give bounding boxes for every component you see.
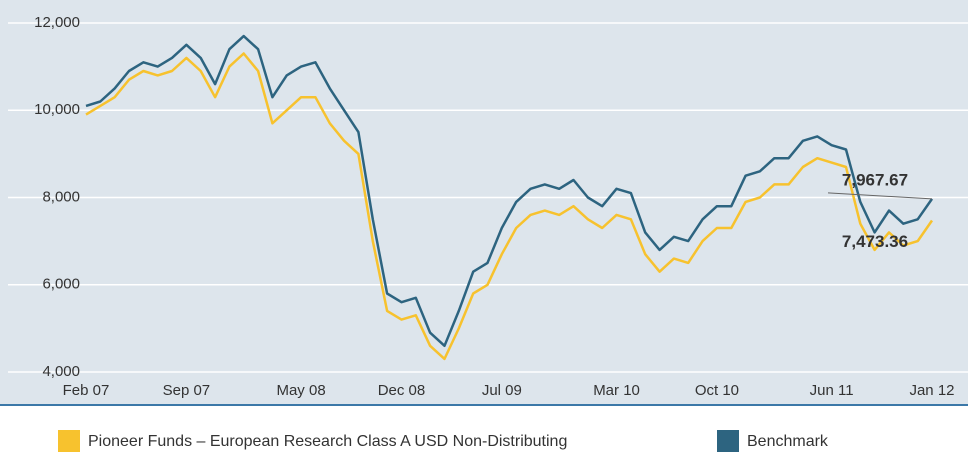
line-series xyxy=(85,52,934,361)
y-tick-label: 6,000 xyxy=(42,276,80,293)
x-tick-label: Feb 07 xyxy=(63,382,110,399)
end-label: 7,473.36 xyxy=(842,232,908,251)
x-tick-label: Mar 10 xyxy=(593,382,640,399)
x-tick-label: Jun 11 xyxy=(810,382,854,399)
plot-background xyxy=(0,0,968,405)
leader-line xyxy=(827,192,933,200)
legend-label: Pioneer Funds – European Research Class … xyxy=(88,433,567,450)
y-tick-label: 8,000 xyxy=(42,188,80,205)
x-tick-label: Oct 10 xyxy=(695,382,739,399)
legend-swatch xyxy=(58,430,80,452)
y-tick-label: 4,000 xyxy=(42,363,80,380)
x-tick-label: Dec 08 xyxy=(378,382,426,399)
x-tick-label: Jan 12 xyxy=(909,382,954,399)
y-tick-label: 12,000 xyxy=(34,14,80,31)
end-label: 7,967.67 xyxy=(842,170,908,189)
y-tick-label: 10,000 xyxy=(34,101,80,118)
line-series xyxy=(85,34,934,348)
legend-label: Benchmark xyxy=(747,433,829,450)
x-tick-label: May 08 xyxy=(276,382,325,399)
x-tick-label: Jul 09 xyxy=(482,382,522,399)
legend-swatch xyxy=(717,430,739,452)
x-tick-label: Sep 07 xyxy=(163,382,211,399)
